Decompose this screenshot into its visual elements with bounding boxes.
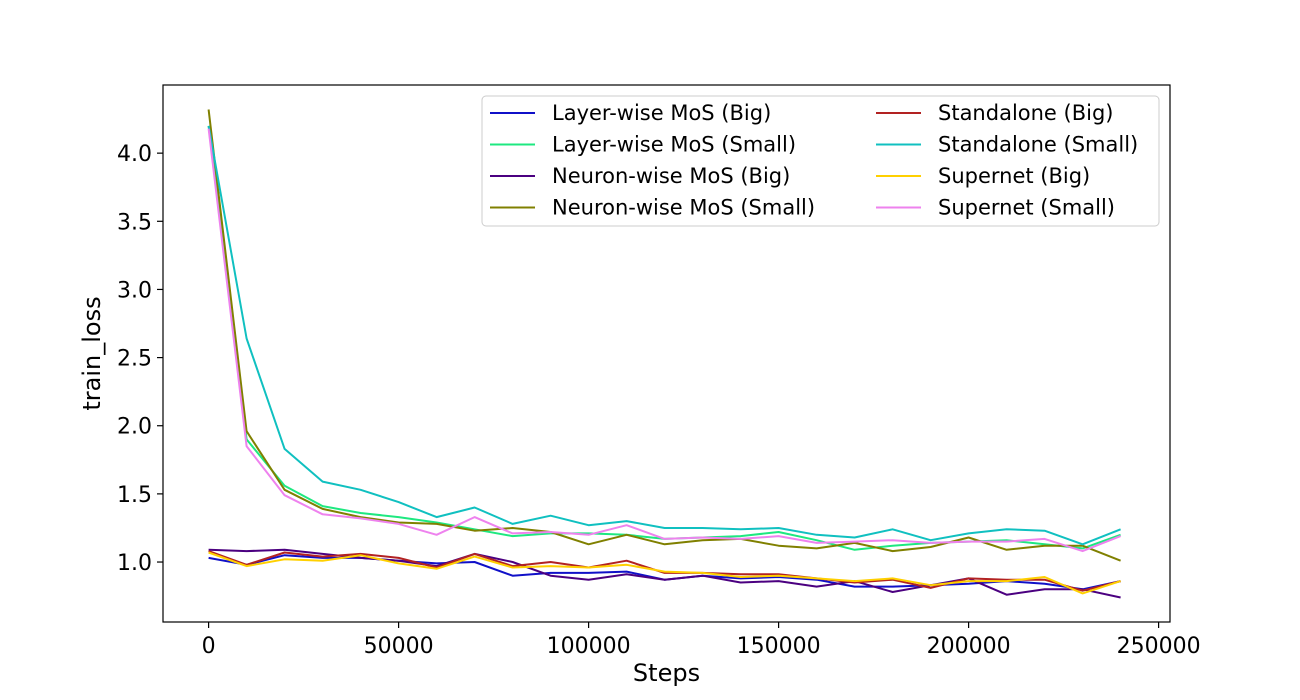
legend-entry-standalone-big: Standalone (Big) xyxy=(938,101,1114,125)
y-tick-label: 1.5 xyxy=(117,483,152,508)
legend-box xyxy=(481,95,1160,227)
x-tick-label: 50000 xyxy=(364,634,434,659)
x-tick-label: 0 xyxy=(202,634,216,659)
y-axis: 1.0 1.5 2.0 2.5 3.0 3.5 4.0 xyxy=(117,142,163,576)
series-line-standalone-small xyxy=(207,125,1121,546)
y-tick-label: 3.5 xyxy=(117,210,152,235)
series-line-supernet-big xyxy=(208,551,1121,595)
legend-entry-layer-wise-mos-small: Layer-wise MoS (Small) xyxy=(552,133,796,157)
series-line-neuron-wise-mos-small xyxy=(207,109,1121,562)
y-axis-label: train_loss xyxy=(78,296,106,410)
y-tick-label: 2.5 xyxy=(117,347,152,372)
y-tick-label: 1.0 xyxy=(117,551,152,576)
x-tick-label: 150000 xyxy=(737,634,821,659)
legend-entry-standalone-small: Standalone (Small) xyxy=(938,133,1138,157)
legend-entry-neuron-wise-mos-big: Neuron-wise MoS (Big) xyxy=(552,164,790,188)
x-axis: 0 50000 100000 150000 200000 250000 xyxy=(202,622,1201,659)
x-axis-label: Steps xyxy=(633,659,700,687)
x-tick-label: 200000 xyxy=(927,634,1011,659)
legend-entry-supernet-big: Supernet (Big) xyxy=(938,164,1090,188)
legend-entry-neuron-wise-mos-small: Neuron-wise MoS (Small) xyxy=(552,196,815,220)
series-line-standalone-big xyxy=(208,550,1121,592)
legend-entry-supernet-small: Supernet (Small) xyxy=(938,196,1115,220)
y-tick-label: 4.0 xyxy=(117,142,152,167)
legend-entry-layer-wise-mos-big: Layer-wise MoS (Big) xyxy=(552,101,771,125)
series-lines xyxy=(207,109,1121,599)
x-tick-label: 250000 xyxy=(1117,634,1201,659)
x-tick-label: 100000 xyxy=(547,634,631,659)
series-line-supernet-small xyxy=(207,128,1121,553)
y-tick-label: 3.0 xyxy=(117,278,152,303)
y-tick-label: 2.0 xyxy=(117,415,152,440)
legend: Layer-wise MoS (Big) Layer-wise MoS (Smal… xyxy=(481,95,1160,227)
plot-area-frame xyxy=(162,84,1171,623)
